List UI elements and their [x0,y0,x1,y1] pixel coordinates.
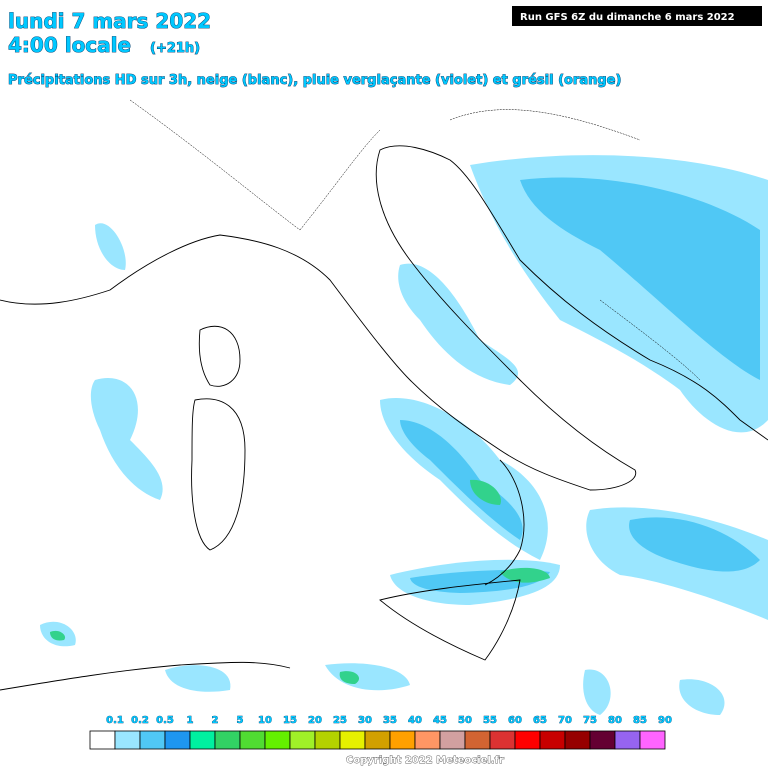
legend-swatch [464,730,491,750]
legend-label: 35 [383,715,397,726]
legend-swatch [514,730,541,750]
precipitation [40,155,768,715]
legend-swatch [239,730,266,750]
date: lundi 7 mars 2022 [8,9,211,33]
legend-swatch [164,730,191,750]
legend-label: 0.1 [106,715,124,726]
run-box [512,6,762,26]
legend-swatch [489,730,516,750]
subtitle: Précipitations HD sur 3h, neige (blanc),… [8,73,621,88]
legend-label: 60 [508,715,522,726]
legend-swatch [389,730,416,750]
legend-label: 80 [608,715,622,726]
legend-label: 15 [283,715,297,726]
legend-label: 70 [558,715,572,726]
legend-swatch [364,730,391,750]
legend-label: 45 [433,715,447,726]
legend-swatch [339,730,366,750]
legend-swatch [589,730,616,750]
legend-swatch [189,730,216,750]
legend-swatch [214,730,241,750]
legend-swatch [314,730,341,750]
legend-label: 0.5 [156,715,174,726]
legend-swatch [414,730,441,750]
legend-label: 30 [358,715,372,726]
legend-label: 50 [458,715,472,726]
legend-label: 0.2 [131,715,149,726]
legend-label: 10 [258,715,272,726]
offset: (+21h) [150,41,200,56]
legend-label: 1 [187,715,194,726]
legend-swatch [614,730,641,750]
copyright: Copyright 2022 Meteociel.fr [346,755,504,766]
legend-swatch [114,730,141,750]
legend-swatch [139,730,166,750]
legend-swatch [264,730,291,750]
legend-swatch [289,730,316,750]
time: 4:00 locale [8,33,131,57]
legend-label: 20 [308,715,322,726]
legend-label: 75 [583,715,597,726]
legend-swatch [439,730,466,750]
legend-swatch [564,730,591,750]
legend: 0.1 0.2 0.5 1 2 5 10 15 20 25 30 35 40 45 50 55 60 65 70 75… [89,715,672,750]
legend-label: 5 [237,715,244,726]
legend-label: 55 [483,715,497,726]
legend-swatch [89,730,116,750]
run: Run GFS 6Z du dimanche 6 mars 2022 [520,12,735,23]
legend-label: 65 [533,715,547,726]
legend-swatch [639,730,666,750]
legend-label: 90 [658,715,672,726]
legend-label: 2 [212,715,219,726]
legend-label: 25 [333,715,347,726]
legend-label: 40 [408,715,422,726]
legend-label: 85 [633,715,647,726]
coastlines [0,99,768,691]
legend-swatch [539,730,566,750]
